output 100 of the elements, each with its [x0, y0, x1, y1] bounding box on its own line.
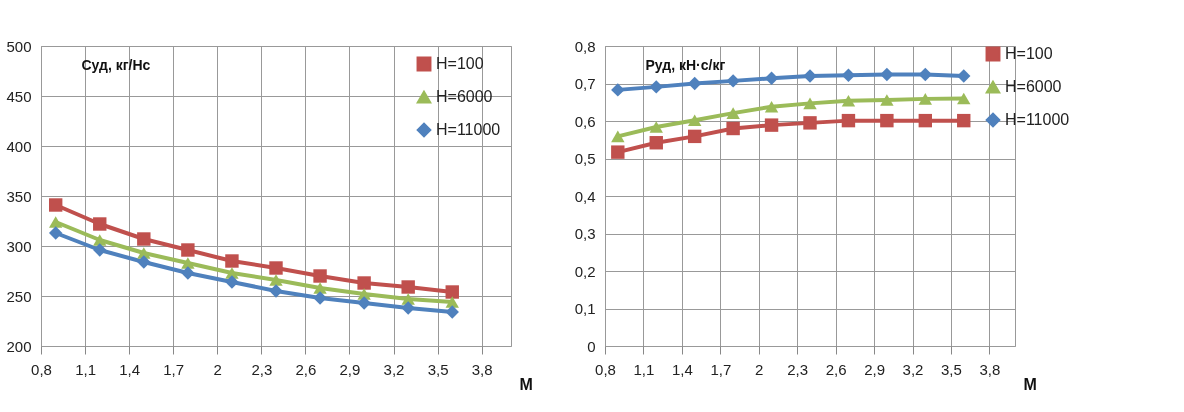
point [93, 217, 107, 231]
point [611, 145, 625, 159]
point [313, 291, 327, 305]
x-tick-label: 1,7 [710, 360, 732, 378]
point [764, 118, 779, 132]
y-tick-label: 0 [587, 337, 596, 355]
x-tick-label: 3,8 [471, 360, 493, 378]
point [225, 254, 239, 268]
point [803, 116, 817, 130]
point [649, 136, 663, 150]
point [726, 121, 740, 136]
y-axis-title: Суд, кг/Нс [81, 56, 151, 73]
y-tick-label: 0,3 [574, 225, 596, 242]
y-tick-label: 0,8 [574, 37, 596, 55]
point [918, 113, 933, 128]
point [726, 74, 740, 88]
x-tick-label: 0,8 [595, 360, 616, 378]
x-tick-label: 3,8 [979, 360, 1001, 378]
point [880, 94, 894, 106]
point [269, 261, 283, 275]
legend-label: H=6000 [436, 88, 493, 105]
y-tick-label: 0,5 [574, 150, 596, 167]
legend-label: H=11000 [436, 121, 501, 138]
y-tick-label: 350 [6, 187, 32, 205]
x-tick-label: 2 [213, 360, 222, 378]
y-tick-label: 500 [6, 37, 32, 55]
point [269, 274, 283, 286]
point [137, 255, 151, 269]
legend-label: H=6000 [1005, 78, 1062, 95]
point [445, 285, 459, 299]
point [313, 269, 327, 283]
point [48, 216, 63, 228]
x-tick-label: 0,8 [31, 360, 52, 378]
x-tick-label: 3,2 [383, 360, 405, 378]
point [803, 97, 817, 110]
point [48, 198, 63, 212]
point [880, 67, 894, 82]
x-tick-label: 3,2 [902, 360, 924, 378]
point [313, 282, 327, 294]
y-tick-label: 0,2 [574, 262, 596, 280]
x-tick-label: 2,9 [339, 360, 361, 378]
point [649, 121, 663, 133]
x-tick-label: 2 [755, 360, 764, 378]
x-tick-label: 2,6 [295, 360, 317, 378]
point [357, 296, 371, 310]
x-tick-label: 3,5 [427, 360, 449, 378]
point [918, 67, 933, 82]
point [401, 301, 415, 315]
point [726, 107, 740, 119]
x-tick-label: 3,5 [941, 360, 962, 378]
point [803, 69, 817, 83]
y-tick-label: 250 [6, 287, 32, 305]
y-tick-label: 400 [6, 137, 32, 155]
y-axis-title: Руд, кН·с/кг [645, 56, 726, 73]
legend-label: H=11000 [1005, 111, 1070, 128]
y-tick-label: 0,1 [574, 300, 596, 317]
point [611, 130, 625, 143]
point [918, 93, 933, 105]
x-tick-label: 1,4 [671, 360, 693, 378]
point [957, 69, 971, 83]
point [401, 280, 415, 294]
y-tick-label: 0,7 [574, 75, 596, 92]
point [841, 68, 856, 82]
legend-label: H=100 [436, 55, 484, 72]
point [687, 76, 702, 91]
point [880, 113, 894, 128]
x-tick-label: 2,9 [864, 360, 885, 378]
x-axis-title: М [519, 375, 533, 393]
x-tick-label: 1,4 [119, 360, 141, 378]
point [225, 275, 239, 289]
point [445, 296, 459, 308]
point [611, 83, 625, 97]
y-tick-label: 0,6 [574, 112, 596, 130]
x-tick-label: 1,1 [75, 360, 96, 378]
point [841, 113, 856, 128]
point [181, 266, 195, 280]
point [764, 100, 779, 113]
point [957, 113, 971, 128]
point [357, 276, 371, 290]
point [93, 234, 107, 246]
point [445, 305, 459, 319]
point [957, 92, 971, 105]
x-tick-label: 1,7 [163, 360, 185, 378]
point [764, 71, 779, 85]
y-tick-label: 450 [6, 87, 32, 105]
point [841, 94, 856, 107]
point [687, 129, 702, 144]
x-tick-label: 2,3 [251, 360, 273, 378]
point [48, 226, 63, 240]
point [687, 114, 702, 127]
y-tick-label: 200 [6, 337, 32, 355]
x-tick-label: 2,6 [825, 360, 847, 378]
point [649, 80, 663, 94]
point [269, 284, 283, 298]
x-tick-label: 2,3 [787, 360, 809, 378]
point [181, 257, 195, 269]
y-tick-label: 0,4 [574, 187, 596, 205]
y-tick-label: 300 [6, 237, 32, 255]
legend-label: H=100 [1005, 45, 1053, 62]
x-axis-title: М [1023, 375, 1037, 393]
